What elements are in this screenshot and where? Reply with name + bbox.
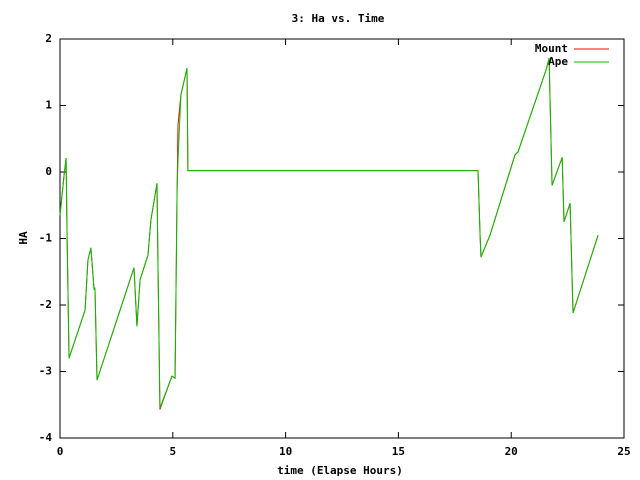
y-tick-label: 1 [45, 99, 52, 112]
plot-frame [59, 38, 625, 439]
x-tick-label: 15 [392, 445, 405, 458]
y-tick-label: 0 [45, 165, 52, 178]
data-line [59, 58, 599, 410]
x-tick-label: 0 [57, 445, 64, 458]
y-axis-label: HA [17, 231, 30, 245]
x-axis-label: time (Elapse Hours) [277, 464, 403, 477]
legend-label: Ape [548, 55, 568, 68]
x-tick-label: 10 [279, 445, 292, 458]
legend-label: Mount [535, 42, 568, 55]
x-tick-label: 20 [505, 445, 518, 458]
y-tick-label: -2 [39, 298, 52, 311]
x-tick-label: 5 [169, 445, 176, 458]
chart-title: 3: Ha vs. Time [292, 12, 385, 25]
y-tick-label: 2 [45, 32, 52, 45]
y-tick-label: -4 [39, 431, 53, 444]
data-line [59, 58, 599, 409]
x-tick-label: 25 [617, 445, 630, 458]
y-tick-label: -3 [39, 365, 52, 378]
y-tick-label: -1 [39, 232, 53, 245]
